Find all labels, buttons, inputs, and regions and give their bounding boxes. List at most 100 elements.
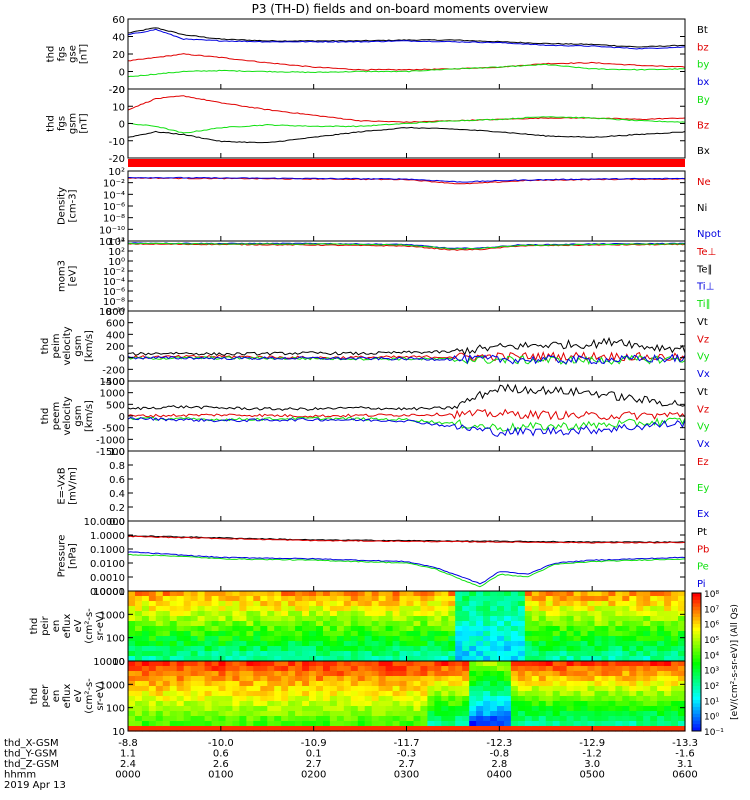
heatmap-cell xyxy=(295,701,303,707)
heatmap-cell xyxy=(615,636,623,642)
heatmap-cell xyxy=(448,606,456,612)
heatmap-cell xyxy=(176,591,185,597)
y-tick-label: 400 xyxy=(106,330,125,341)
heatmap-cell xyxy=(552,666,561,672)
heatmap-cell xyxy=(323,721,331,727)
heatmap-cell xyxy=(246,681,254,687)
heatmap-cell xyxy=(246,676,254,682)
heatmap-cell xyxy=(169,646,178,652)
heatmap-cell xyxy=(566,631,575,637)
heatmap-cell xyxy=(608,601,616,607)
heatmap-cell xyxy=(141,701,150,707)
heatmap-cell xyxy=(517,666,526,672)
heatmap-cell xyxy=(531,626,540,632)
heatmap-cell xyxy=(135,686,143,692)
heatmap-cell xyxy=(524,711,533,717)
heatmap-cell xyxy=(420,606,428,612)
heatmap-cell xyxy=(587,621,596,627)
heatmap-cell xyxy=(378,641,387,647)
heatmap-cell xyxy=(671,691,679,697)
heatmap-cell xyxy=(364,646,373,652)
heatmap-cell xyxy=(587,651,596,657)
heatmap-cell xyxy=(204,601,213,607)
y-tick-label: 40 xyxy=(112,33,125,44)
heatmap-cell xyxy=(538,691,547,697)
heatmap-cell xyxy=(615,666,623,672)
heatmap-cell xyxy=(274,716,282,722)
heatmap-cell xyxy=(232,651,240,657)
heatmap-cell xyxy=(246,606,254,612)
heatmap-cell xyxy=(517,611,526,617)
heatmap-cell xyxy=(357,661,366,667)
heatmap-cell xyxy=(580,726,589,732)
heatmap-cell xyxy=(232,661,240,667)
heatmap-cell xyxy=(392,676,401,682)
heatmap-cell xyxy=(267,646,275,652)
heatmap-cell xyxy=(497,726,505,732)
heatmap-cell xyxy=(336,596,345,602)
heatmap-cell xyxy=(162,621,171,627)
heatmap-cell xyxy=(197,701,206,707)
heatmap-cell xyxy=(336,666,345,672)
heatmap-cell xyxy=(239,596,247,602)
heatmap-cell xyxy=(483,606,491,612)
heatmap-cell xyxy=(580,676,589,682)
heatmap-cell xyxy=(302,591,310,597)
heatmap-cell xyxy=(211,611,220,617)
colorbar-cell xyxy=(692,724,701,729)
heatmap-cell xyxy=(329,621,338,627)
legend-Te∥: Te∥ xyxy=(696,264,713,275)
heatmap-cell xyxy=(504,621,512,627)
heatmap-cell xyxy=(441,611,449,617)
colorbar-cell xyxy=(692,679,701,684)
heatmap-cell xyxy=(162,681,171,687)
heatmap-cell xyxy=(253,651,261,657)
heatmap-cell xyxy=(552,601,561,607)
heatmap-cell xyxy=(587,656,596,662)
heatmap-cell xyxy=(510,721,519,727)
y-tick-label: 1500 xyxy=(100,377,125,388)
heatmap-cell xyxy=(148,686,157,692)
heatmap-cell xyxy=(232,656,240,662)
heatmap-cell xyxy=(239,696,247,702)
heatmap-cell xyxy=(510,706,519,712)
heatmap-cell xyxy=(664,591,672,597)
heatmap-cell xyxy=(566,676,575,682)
heatmap-cell xyxy=(135,636,143,642)
legend-bz: bz xyxy=(697,42,709,53)
heatmap-cell xyxy=(260,666,268,672)
heatmap-cell xyxy=(211,686,220,692)
heatmap-cell xyxy=(573,676,582,682)
heatmap-cell xyxy=(441,726,449,732)
heatmap-cell xyxy=(566,701,575,707)
heatmap-cell xyxy=(629,616,637,622)
heatmap-cell xyxy=(566,661,575,667)
heatmap-cell xyxy=(552,711,561,717)
heatmap-cell xyxy=(323,706,331,712)
heatmap-cell xyxy=(281,636,289,642)
heatmap-cell xyxy=(357,651,366,657)
heatmap-cell xyxy=(545,641,554,647)
heatmap-cell xyxy=(295,626,303,632)
heatmap-cell xyxy=(357,596,366,602)
heatmap-cell xyxy=(490,676,498,682)
heatmap-cell xyxy=(329,646,338,652)
heatmap-cell xyxy=(476,656,484,662)
heatmap-cell xyxy=(441,681,449,687)
heatmap-cell xyxy=(455,701,463,707)
heatmap-cell xyxy=(476,591,484,597)
heatmap-cell xyxy=(148,646,157,652)
heatmap-cell xyxy=(288,606,296,612)
colorbar-cell xyxy=(692,700,701,704)
heatmap-cell xyxy=(643,671,651,677)
heatmap-cell xyxy=(559,641,568,647)
heatmap-cell xyxy=(510,621,519,627)
heatmap-cell xyxy=(225,656,234,662)
heatmap-cell xyxy=(566,666,575,672)
y-tick-label: 10 xyxy=(112,727,125,738)
heatmap-cell xyxy=(580,661,589,667)
heatmap-cell xyxy=(483,641,491,647)
heatmap-cell xyxy=(295,596,303,602)
heatmap-cell xyxy=(218,606,227,612)
